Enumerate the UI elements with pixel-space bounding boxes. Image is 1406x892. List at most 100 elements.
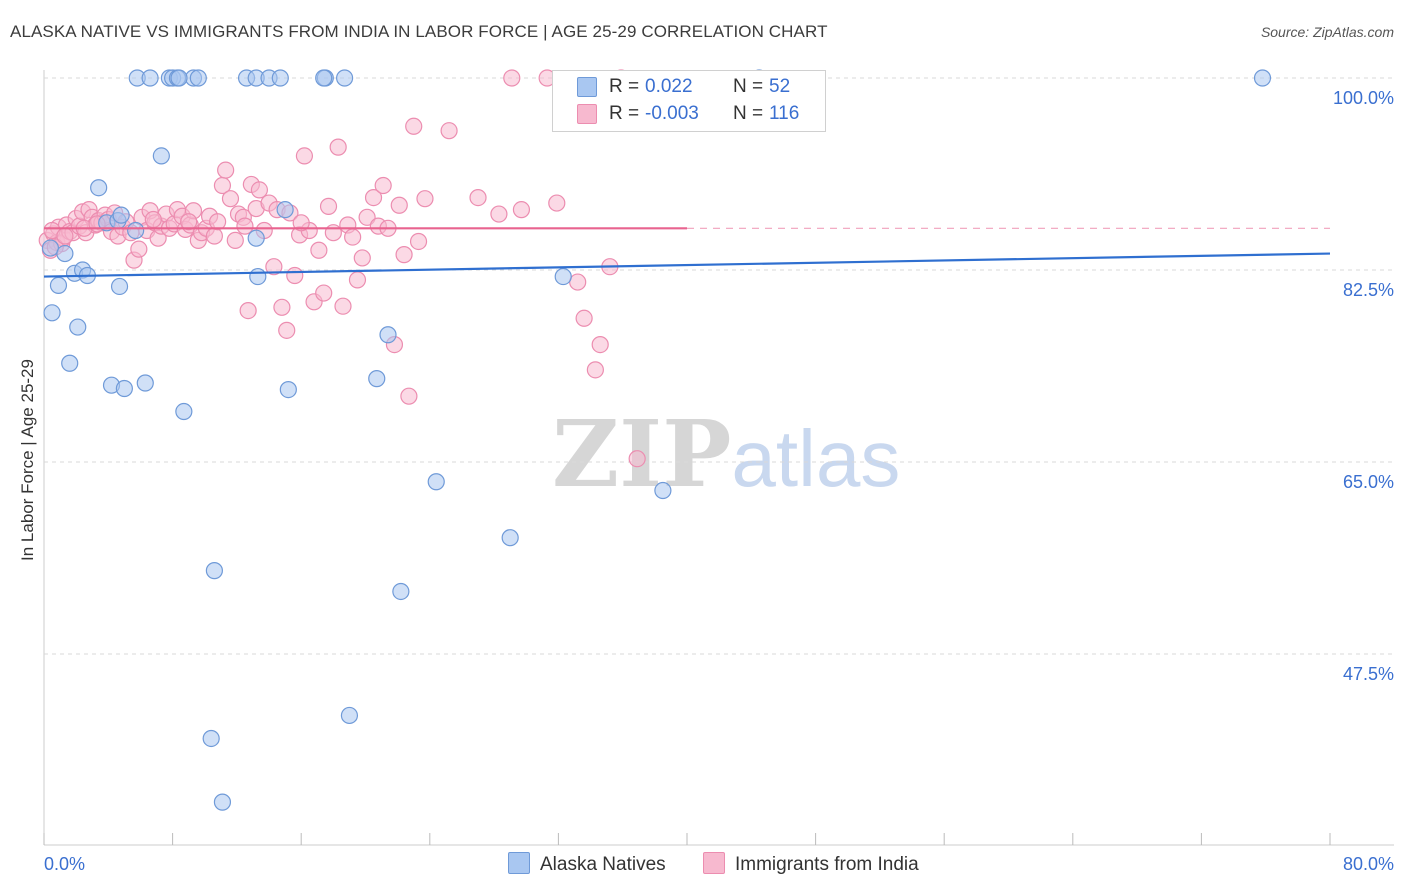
india-immigrant-point: [586, 361, 604, 379]
legend-n-label: N =: [733, 76, 764, 97]
india-immigrant-point: [512, 201, 531, 219]
india-immigrant-point: [310, 241, 328, 259]
alaska-native-point: [247, 229, 265, 247]
alaska-native-point: [1253, 69, 1272, 87]
india-immigrant-point: [130, 240, 148, 258]
alaska-native-point: [49, 276, 68, 294]
india-immigrant-point: [416, 190, 434, 208]
y-tick-label: 65.0%: [1343, 472, 1394, 492]
india-immigrant-point: [319, 197, 338, 215]
india-immigrant-point: [400, 387, 418, 405]
bottom-legend-india[interactable]: Immigrants from India: [703, 852, 919, 876]
india-immigrant-point: [278, 321, 296, 339]
india-immigrant-point: [221, 190, 240, 208]
chart-title: ALASKA NATIVE VS IMMIGRANTS FROM INDIA I…: [10, 22, 828, 41]
bottom-legend-swatch-alaska: [508, 852, 530, 874]
india-immigrant-point: [236, 217, 254, 235]
legend-r-label: R =: [609, 76, 640, 97]
india-immigrant-point: [315, 284, 333, 302]
legend-swatch-india: [577, 104, 597, 124]
india-immigrant-point: [469, 188, 487, 207]
india-immigrant-point: [209, 213, 227, 231]
india-immigrant-point: [440, 122, 458, 140]
alaska-native-point: [554, 267, 572, 286]
india-immigrant-point: [324, 224, 342, 242]
india-immigrant-point: [217, 161, 235, 179]
x-tick-label-min: 0.0%: [44, 854, 85, 874]
alaska-native-point: [379, 326, 397, 344]
india-immigrant-point: [353, 249, 371, 267]
alaska-native-point: [213, 793, 232, 811]
india-immigrant-point: [364, 188, 383, 207]
alaska-native-point: [205, 562, 223, 580]
alaska-trend-line: [43, 252, 1331, 278]
india-immigrant-point: [569, 273, 587, 291]
source-label: Source: ZipAtlas.com: [1260, 24, 1394, 40]
y-tick-label: 100.0%: [1333, 88, 1394, 108]
india-immigrant-point: [591, 336, 609, 354]
india-immigrant-point: [239, 301, 257, 320]
alaska-native-point: [175, 402, 193, 421]
alaska-native-point: [189, 69, 207, 87]
india-immigrant-point: [180, 213, 198, 231]
alaska-native-point: [279, 380, 297, 399]
india-immigrant-point: [56, 227, 74, 245]
legend-n-value-alaska: 52: [769, 76, 791, 97]
alaska-native-point: [136, 374, 154, 392]
alaska-native-point: [654, 481, 672, 500]
alaska-native-point: [61, 354, 79, 372]
india-immigrant-point: [374, 176, 392, 195]
india-immigrant-point: [628, 450, 646, 468]
alaska-native-point: [271, 69, 289, 87]
india-immigrant-point: [395, 246, 413, 264]
india-immigrant-point: [348, 271, 367, 289]
india-immigrant-point: [358, 208, 376, 226]
india-immigrant-point: [503, 69, 521, 87]
alaska-native-point: [112, 206, 130, 224]
bottom-legend-label-india: Immigrants from India: [735, 854, 919, 875]
alaska-native-point: [170, 69, 188, 87]
watermark-atlas: atlas: [731, 414, 901, 503]
alaska-native-point: [152, 147, 170, 165]
alaska-native-point: [340, 706, 359, 725]
alaska-native-point: [315, 69, 333, 87]
alaska-native-point: [276, 201, 294, 219]
india-immigrant-point: [265, 258, 283, 276]
alaska-native-point: [110, 277, 129, 296]
bottom-legend-swatch-india: [703, 852, 725, 874]
india-immigrant-point: [144, 210, 162, 229]
india-immigrant-point: [273, 298, 291, 316]
india-immigrant-point: [390, 196, 408, 214]
legend-n-value-india: 116: [769, 103, 800, 124]
alaska-native-point: [392, 582, 410, 601]
india-immigrant-point: [286, 266, 304, 285]
india-immigrant-point: [490, 205, 508, 223]
alaska-native-point: [69, 318, 87, 336]
legend-r-label: R =: [609, 103, 640, 124]
alaska-native-point: [249, 267, 267, 286]
alaska-native-point: [427, 473, 445, 491]
alaska-native-point: [141, 69, 159, 87]
correlation-legend: R = 0.022 N = 52 R = -0.003 N = 116: [552, 70, 826, 132]
alaska-native-point: [115, 379, 133, 398]
bottom-legend-alaska[interactable]: Alaska Natives: [508, 852, 666, 876]
india-immigrant-point: [409, 232, 428, 251]
alaska-native-point: [336, 69, 354, 87]
india-immigrant-point: [292, 214, 310, 232]
india-immigrant-point: [548, 194, 566, 212]
legend-r-value-alaska: 0.022: [645, 76, 693, 97]
legend-swatch-alaska: [577, 77, 597, 97]
india-immigrant-point: [575, 309, 593, 327]
india-immigrant-point: [344, 228, 362, 246]
alaska-native-point: [501, 529, 519, 547]
india-immigrant-point: [250, 181, 269, 199]
y-tick-label: 47.5%: [1343, 664, 1394, 684]
alaska-native-point: [368, 370, 386, 388]
alaska-native-point: [43, 304, 61, 322]
india-immigrant-point: [334, 297, 352, 315]
legend-n-label: N =: [733, 103, 764, 124]
alaska-native-point: [56, 244, 74, 263]
y-tick-label: 82.5%: [1343, 280, 1394, 300]
watermark: ZIPatlas: [552, 400, 900, 508]
